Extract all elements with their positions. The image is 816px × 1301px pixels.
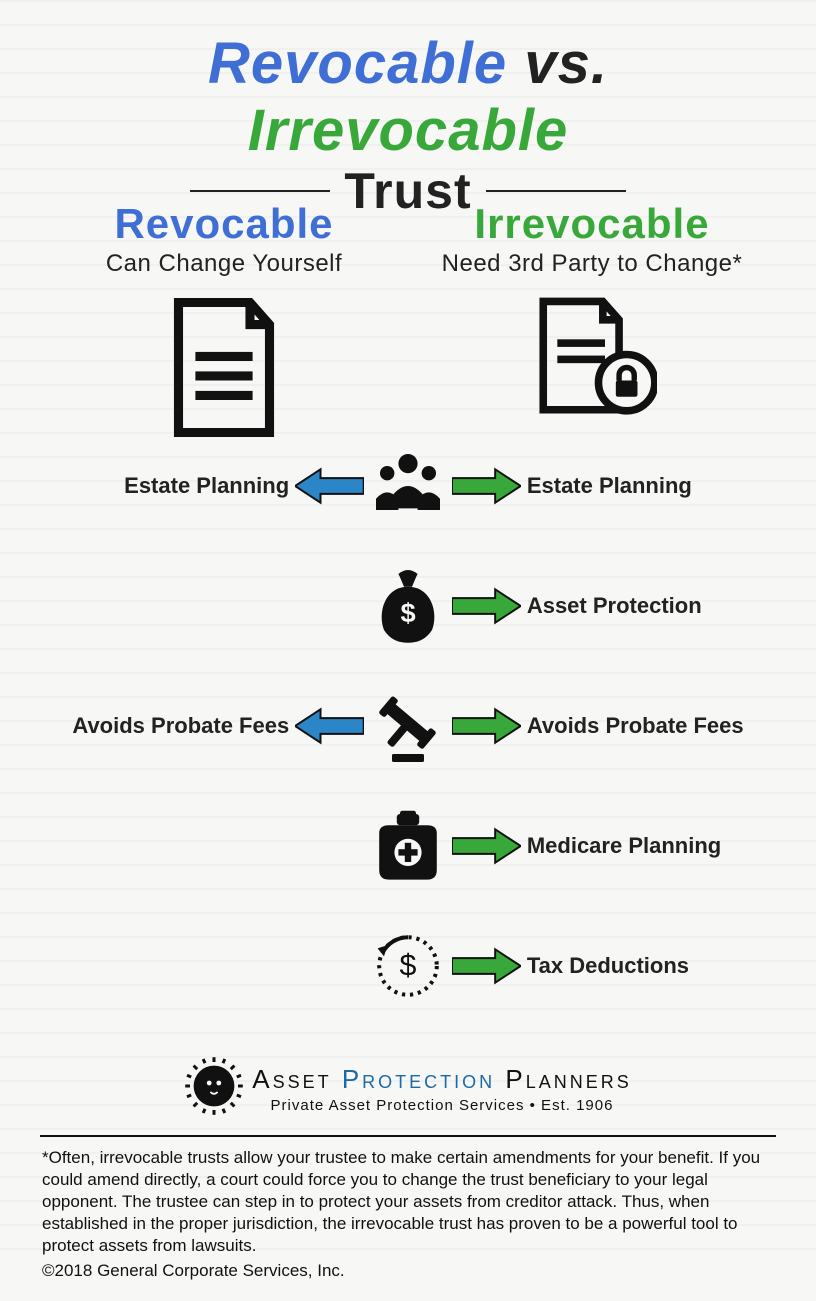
arrow-right-icon: [452, 826, 521, 866]
feature-label-right: Tax Deductions: [521, 953, 776, 979]
feature-label-right: Estate Planning: [521, 473, 776, 499]
arrow-right-icon: [452, 586, 521, 626]
title-irrevocable: Irrevocable: [248, 98, 569, 163]
feature-row-medicare: Medicare Planning: [40, 806, 776, 886]
feature-label-right: Avoids Probate Fees: [521, 713, 776, 739]
title-vs: vs.: [524, 31, 608, 96]
title-divider-left: [190, 190, 330, 192]
arrow-right-icon: [452, 466, 521, 506]
feature-row-estate: Estate Planning Estate Planning: [40, 446, 776, 526]
people-icon: [364, 446, 452, 526]
copyright-text: ©2018 General Corporate Services, Inc.: [40, 1261, 776, 1281]
arrow-left-icon: [295, 706, 364, 746]
page-title-line1: Revocable vs. Irrevocable: [40, 30, 776, 164]
arrow-left-icon: [295, 466, 364, 506]
document-icons-row: [40, 296, 776, 436]
svg-text:$: $: [400, 949, 417, 983]
document-lock-icon: [527, 296, 657, 436]
column-right-title: Irrevocable: [408, 200, 776, 248]
refund-icon: $: [364, 926, 452, 1006]
feature-label-left: Estate Planning: [40, 473, 295, 499]
document-icon: [159, 296, 289, 436]
column-left: Revocable Can Change Yourself: [40, 200, 408, 278]
feature-row-probate: Avoids Probate Fees Avoids Probate Fees: [40, 686, 776, 766]
title-divider-right: [486, 190, 626, 192]
arrow-left-icon: [295, 586, 364, 626]
column-headers: Revocable Can Change Yourself Irrevocabl…: [40, 200, 776, 278]
logo-text-main: Asset Protection Planners: [252, 1064, 632, 1095]
title-revocable: Revocable: [208, 31, 507, 96]
footnote-text: *Often, irrevocable trusts allow your tr…: [40, 1147, 776, 1257]
footer-divider: [40, 1135, 776, 1137]
footer-logo: Asset Protection Planners Private Asset …: [40, 1056, 776, 1121]
column-left-subtitle: Can Change Yourself: [40, 250, 408, 278]
gavel-icon: [364, 686, 452, 766]
medical-icon: [364, 806, 452, 886]
column-right: Irrevocable Need 3rd Party to Change*: [408, 200, 776, 278]
feature-row-tax: $ Tax Deductions: [40, 926, 776, 1006]
moneybag-icon: $: [364, 566, 452, 646]
logo-text: Asset Protection Planners Private Asset …: [252, 1064, 632, 1114]
feature-label-right: Medicare Planning: [521, 833, 776, 859]
feature-label-right: Asset Protection: [521, 593, 776, 619]
feature-row-asset: $ Asset Protection: [40, 566, 776, 646]
arrow-left-icon: [295, 946, 364, 986]
column-right-subtitle: Need 3rd Party to Change*: [408, 250, 776, 278]
arrow-left-icon: [295, 826, 364, 866]
svg-text:$: $: [400, 597, 415, 628]
lion-icon: [184, 1056, 244, 1121]
arrow-right-icon: [452, 946, 521, 986]
logo-text-sub: Private Asset Protection Services • Est.…: [252, 1097, 632, 1114]
feature-label-left: Avoids Probate Fees: [40, 713, 295, 739]
column-left-title: Revocable: [40, 200, 408, 248]
arrow-right-icon: [452, 706, 521, 746]
